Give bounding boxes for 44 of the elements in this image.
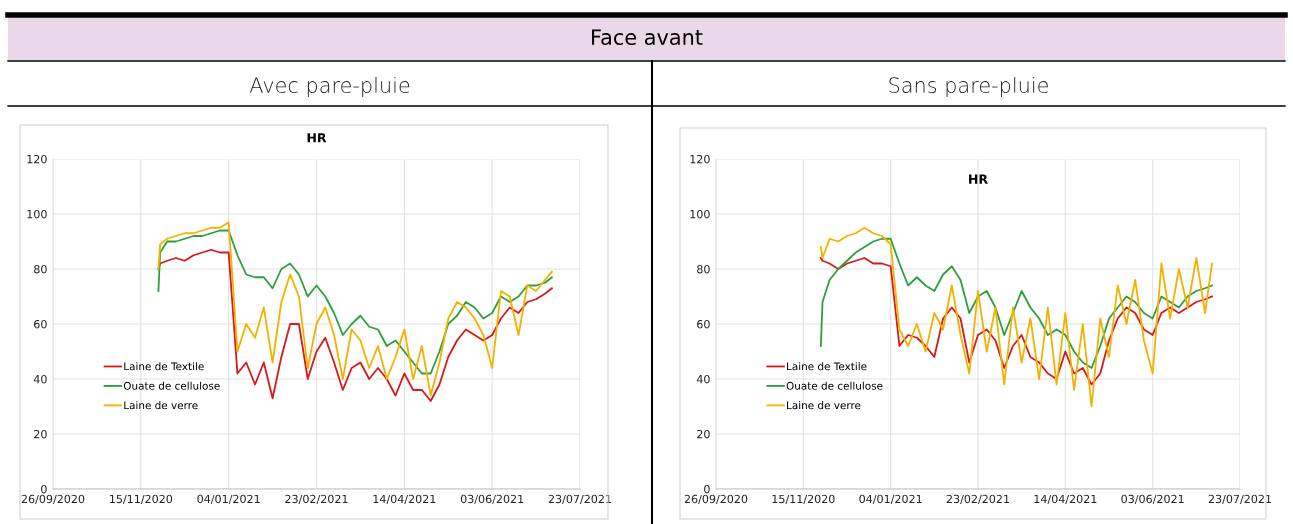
x-tick-label: 23/07/2021: [548, 494, 611, 505]
x-tick-label: 14/04/2021: [373, 494, 436, 505]
y-tick-label: 100: [690, 209, 710, 219]
chart-subtitle: Sans pare-pluie: [889, 76, 1048, 98]
x-tick-label: 26/09/2020: [21, 494, 85, 505]
x-tick-label: 04/01/2021: [859, 494, 922, 505]
line-series: [157, 248, 553, 402]
y-tick-label: 80: [34, 264, 47, 274]
y-tick-label: 40: [696, 374, 710, 384]
legend-label: Laine de Textile: [124, 362, 204, 371]
y-tick-label: 20: [34, 429, 47, 439]
legend-label: Laine de Textile: [787, 362, 867, 371]
chart-title: HR: [307, 133, 327, 143]
line-series: [819, 226, 1213, 408]
text: Face avant: [592, 29, 703, 46]
x-tick-label: 23/02/2021: [285, 494, 348, 505]
y-tick-label: 60: [697, 319, 710, 329]
line-series: [819, 237, 1213, 369]
text: HR: [969, 174, 988, 184]
x-tick-label: 23/07/2021: [1208, 494, 1271, 505]
y-tick-label: 100: [27, 209, 47, 219]
x-tick-label: 26/09/2020: [684, 494, 748, 505]
x-tick-label: 03/06/2021: [1121, 494, 1184, 505]
x-tick-label: 23/02/2021: [946, 494, 1009, 505]
y-tick-label: 120: [27, 154, 47, 164]
x-tick-label: 14/04/2021: [1034, 494, 1097, 505]
y-tick-label: 120: [690, 154, 710, 164]
y-tick-label: 60: [34, 319, 47, 329]
legend-label: Laine de verre: [124, 401, 198, 410]
legend-label: Ouate de cellulose: [786, 381, 883, 390]
legend-label: Laine de verre: [787, 401, 861, 410]
x-tick-label: 03/06/2021: [460, 494, 524, 505]
y-tick-label: 0: [41, 484, 47, 494]
legend-label: Ouate de cellulose: [123, 381, 220, 390]
line-series: [157, 229, 553, 375]
y-tick-label: 80: [697, 264, 710, 274]
chart-subtitle: Avec pare-pluie: [249, 76, 410, 98]
y-tick-label: 0: [704, 484, 710, 494]
line-series: [157, 221, 553, 397]
y-tick-label: 40: [33, 374, 47, 384]
y-tick-label: 20: [697, 429, 710, 439]
x-tick-label: 15/11/2020: [110, 494, 173, 505]
x-tick-label: 04/01/2021: [197, 494, 260, 505]
x-tick-label: 15/11/2020: [772, 494, 835, 505]
